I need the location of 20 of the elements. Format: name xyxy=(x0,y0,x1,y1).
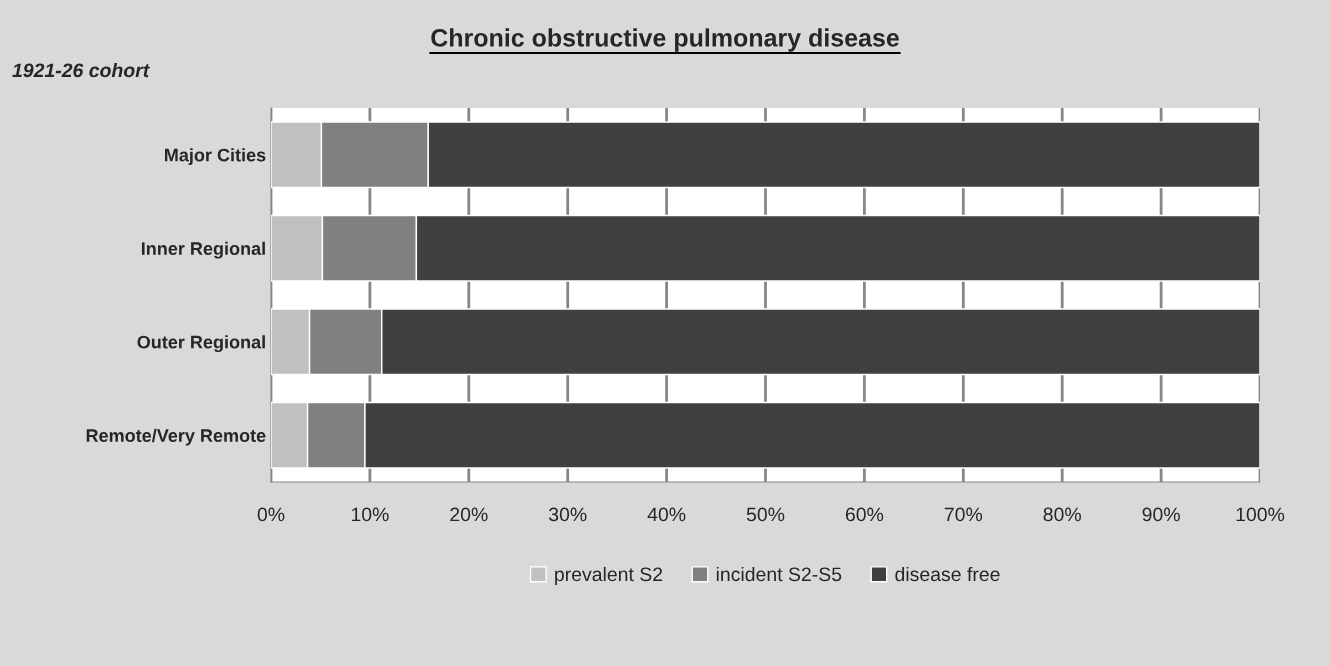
x-tick-label: 60% xyxy=(845,507,884,522)
x-tick-label: 90% xyxy=(1142,507,1180,522)
y-tick-label: Outer Regional xyxy=(137,335,265,353)
x-tick-label: 30% xyxy=(548,507,587,522)
y-tick-label: Remote/Very Remote xyxy=(86,428,266,446)
y-tick-label: Inner Regional xyxy=(141,241,265,259)
x-tick-label: 0% xyxy=(257,507,285,522)
legend-label: prevalent S2 xyxy=(555,566,663,586)
x-tick-label: 50% xyxy=(746,507,785,522)
x-tick-label: 40% xyxy=(647,507,686,522)
x-tick-label: 20% xyxy=(450,507,488,522)
text: 1921-26 cohort xyxy=(12,62,150,78)
x-tick-label: 100% xyxy=(1236,507,1285,522)
chart-title: Chronic obstructive pulmonary disease xyxy=(431,28,899,52)
legend-label: incident S2-S5 xyxy=(716,566,842,582)
y-tick-label: Major Cities xyxy=(165,148,266,166)
x-tick-label: 70% xyxy=(944,507,983,522)
x-tick-label: 10% xyxy=(351,507,389,522)
legend-label: disease free xyxy=(895,566,1000,582)
x-tick-label: 80% xyxy=(1043,507,1081,522)
